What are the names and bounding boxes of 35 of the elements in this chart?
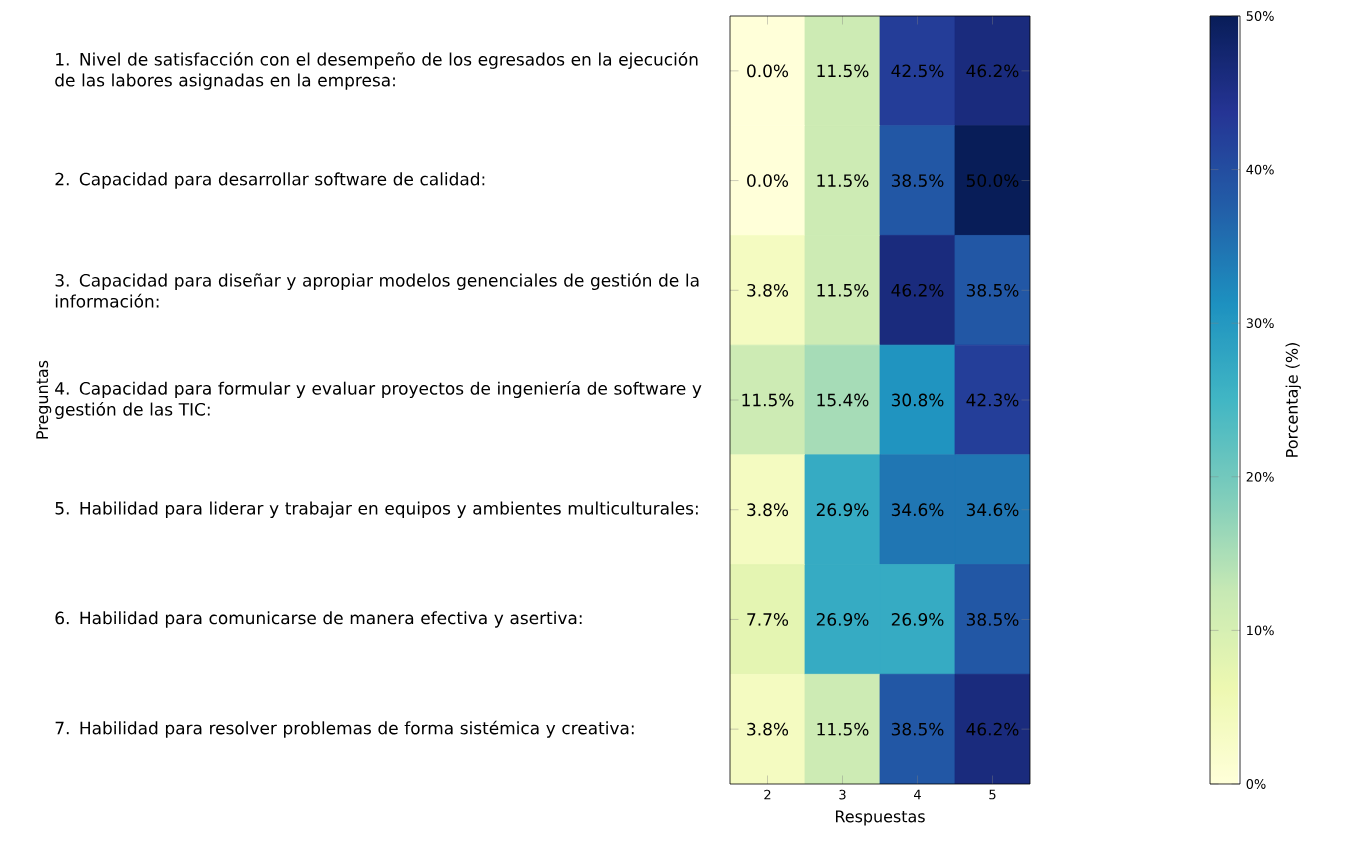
data-label: 11.5% xyxy=(817,722,869,736)
data-label: 7.7% xyxy=(747,613,789,626)
data-label: 38.5% xyxy=(966,283,1019,297)
data-label: 15.4% xyxy=(817,393,869,407)
data-label: 11.5% xyxy=(817,283,869,297)
data-label: 50.0% xyxy=(966,174,1019,187)
data-label: 26.9% xyxy=(816,503,869,517)
data-label: 26.9% xyxy=(816,613,869,626)
y-tick-label: 3. Capacidad para diseñar y apropiar modelos genenciales de gestión de la información: xyxy=(55,272,699,308)
data-label: 11.5% xyxy=(742,393,794,407)
data-label: 42.3% xyxy=(966,393,1019,407)
data-label: 38.5% xyxy=(891,174,944,187)
data-label: 11.5% xyxy=(817,174,869,187)
data-label: 0.0% xyxy=(747,174,789,187)
data-label: 42.5% xyxy=(891,64,944,78)
data-label: 3.8% xyxy=(747,722,789,736)
y-tick-label: 7. Habilidad para resolver problemas de forma sistémica y creativa: xyxy=(55,720,634,738)
data-label: 11.5% xyxy=(817,64,869,78)
data-label: 38.5% xyxy=(966,613,1019,626)
data-label: 34.6% xyxy=(891,503,944,517)
y-tick-label: 6. Habilidad para comunicarse de manera efectiva y asertiva: xyxy=(55,611,582,628)
data-label: 46.2% xyxy=(966,64,1019,78)
data-label: 46.2% xyxy=(966,722,1019,736)
data-label: 38.5% xyxy=(891,722,944,736)
data-label: 46.2% xyxy=(891,283,944,297)
data-label: 30.8% xyxy=(891,393,944,407)
data-label: 26.9% xyxy=(891,613,944,626)
y-tick-label: 2. Capacidad para desarrollar software de calidad: xyxy=(55,172,485,189)
data-label: 0.0% xyxy=(747,64,789,78)
y-tick-label: 4. Capacidad para formular y evaluar proyectos de ingeniería de software y gestión de las TIC: xyxy=(55,381,702,420)
data-label: 34.6% xyxy=(966,503,1019,517)
data-label: 3.8% xyxy=(747,283,789,297)
data-label: 3.8% xyxy=(747,503,789,517)
y-tick-label: 5. Habilidad para liderar y trabajar en equipos y ambientes multiculturales: xyxy=(55,501,698,518)
y-tick-label: 1. Nivel de satisfacción con el desempeño de los egresados en la ejecución de las labores asignadas en la empresa: xyxy=(55,51,698,90)
